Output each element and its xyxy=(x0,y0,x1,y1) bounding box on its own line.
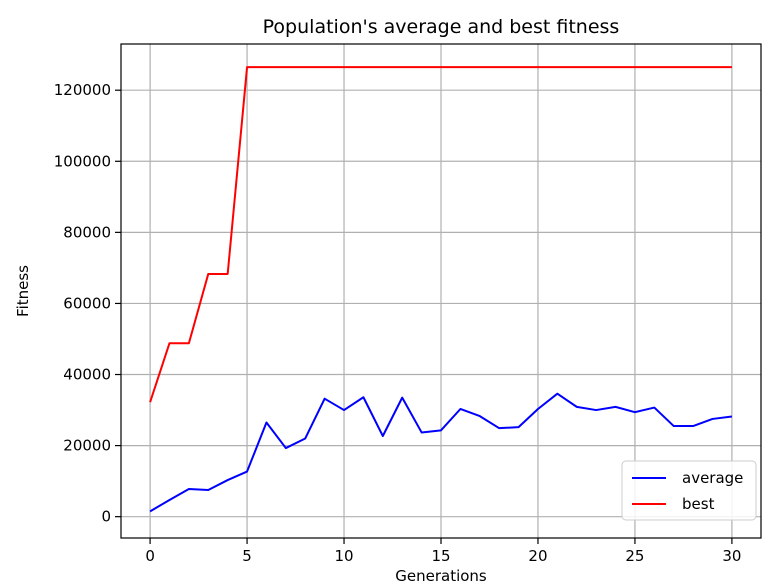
y-tick-label: 80000 xyxy=(63,223,111,241)
y-tick-label: 120000 xyxy=(54,81,111,99)
x-tick-label: 30 xyxy=(722,547,741,565)
legend-box xyxy=(621,460,757,521)
y-tick-label: 20000 xyxy=(63,437,111,455)
series-best-line xyxy=(149,66,732,403)
series-layer xyxy=(149,66,733,513)
grid xyxy=(121,44,761,538)
ticks: 0 5 10 15 20 25 30 0 20000 40000 60000 80000 100000 1… xyxy=(54,81,742,565)
y-tick-label: 100000 xyxy=(54,152,111,170)
y-tick-label: 0 xyxy=(101,508,111,526)
legend: average best xyxy=(621,460,757,521)
y-tick-label: 60000 xyxy=(63,294,111,312)
x-tick-label: 25 xyxy=(625,547,644,565)
legend-best-label: best xyxy=(682,495,715,513)
y-axis-label: Fitness xyxy=(14,265,32,317)
x-tick-label: 15 xyxy=(431,547,450,565)
x-tick-label: 10 xyxy=(334,547,353,565)
x-axis-label: Generations xyxy=(395,567,487,584)
chart-title: Population's average and best fitness xyxy=(263,16,620,38)
y-tick-label: 40000 xyxy=(63,366,111,384)
legend-average-label: average xyxy=(682,469,743,487)
series-average-line xyxy=(149,392,733,513)
x-tick-label: 5 xyxy=(242,547,252,565)
x-tick-label: 0 xyxy=(145,547,155,565)
x-tick-label: 20 xyxy=(528,547,547,565)
